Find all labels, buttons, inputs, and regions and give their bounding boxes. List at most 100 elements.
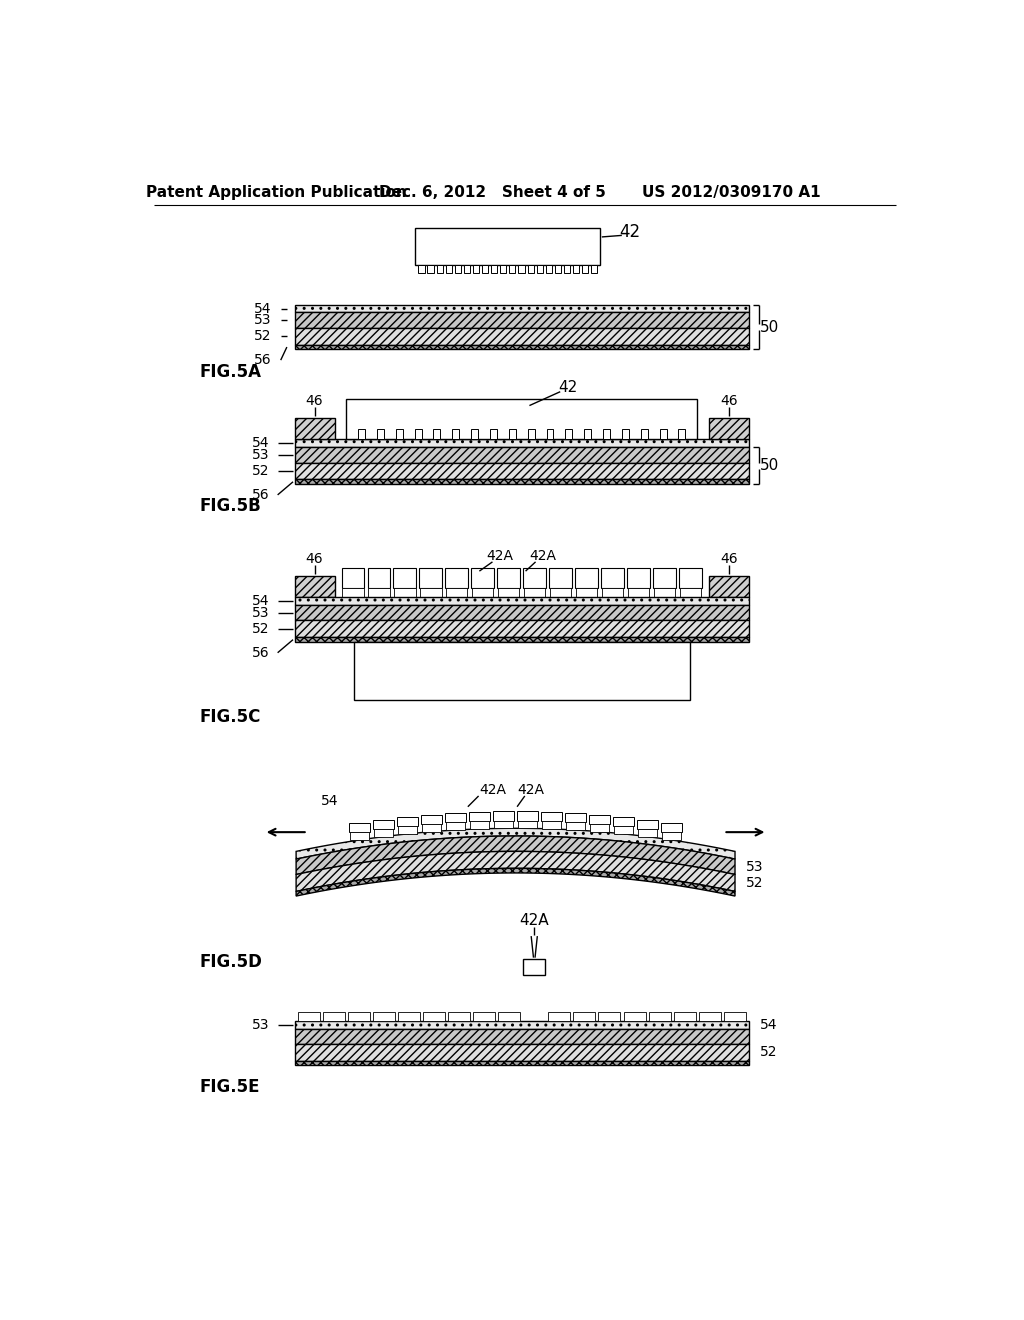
Polygon shape [296, 869, 735, 896]
Text: 53: 53 [745, 859, 763, 874]
Bar [527, 429, 535, 440]
Bar [295, 440, 749, 447]
Bar [295, 1020, 749, 1028]
Text: 52: 52 [253, 622, 270, 636]
Bar [573, 264, 580, 273]
Bar [295, 576, 335, 597]
Bar [660, 822, 682, 832]
Bar [472, 589, 494, 597]
Bar [423, 1011, 445, 1020]
Bar [295, 479, 749, 484]
Bar [523, 568, 546, 589]
Bar [654, 589, 675, 597]
Bar [295, 620, 749, 638]
Text: 56: 56 [252, 488, 270, 502]
Text: 54: 54 [253, 437, 270, 450]
Bar [342, 589, 364, 597]
Bar [395, 429, 402, 440]
Text: Dec. 6, 2012   Sheet 4 of 5: Dec. 6, 2012 Sheet 4 of 5 [379, 185, 606, 199]
Bar [603, 429, 610, 440]
Bar [420, 589, 441, 597]
Bar [295, 327, 749, 345]
Bar [346, 400, 697, 440]
Polygon shape [296, 829, 735, 859]
Text: 53: 53 [253, 1018, 270, 1032]
Text: 46: 46 [720, 393, 737, 408]
Bar [627, 568, 650, 589]
Bar [498, 589, 519, 597]
Bar [397, 817, 418, 826]
Text: 56: 56 [254, 354, 271, 367]
Text: FIG.5C: FIG.5C [200, 708, 261, 726]
Bar [709, 576, 749, 597]
Bar [659, 429, 667, 440]
Bar [648, 1011, 671, 1020]
Text: 54: 54 [760, 1018, 777, 1032]
Bar [565, 813, 586, 822]
Bar [394, 589, 416, 597]
Bar [498, 568, 520, 589]
Bar [662, 832, 681, 840]
Bar [518, 264, 524, 273]
Bar [398, 826, 418, 834]
Bar [523, 960, 545, 974]
Bar [674, 1011, 695, 1020]
Bar [295, 1061, 749, 1065]
Bar [517, 812, 538, 821]
Text: 42A: 42A [486, 549, 514, 562]
Text: 42: 42 [618, 223, 640, 240]
Bar [509, 429, 516, 440]
Text: 52: 52 [760, 1045, 777, 1060]
Bar [473, 264, 479, 273]
Bar [374, 829, 393, 837]
Bar [601, 568, 624, 589]
Bar [295, 638, 749, 642]
Bar [641, 429, 647, 440]
Bar [295, 605, 749, 620]
Text: 52: 52 [254, 329, 271, 343]
Bar [464, 264, 470, 273]
Text: 42A: 42A [479, 783, 506, 797]
Text: FIG.5D: FIG.5D [200, 953, 263, 970]
Text: 46: 46 [306, 552, 324, 566]
Bar [449, 1011, 470, 1020]
Bar [445, 822, 465, 830]
Bar [398, 1011, 420, 1020]
Bar [350, 832, 370, 840]
Bar [582, 264, 588, 273]
Bar [499, 1011, 520, 1020]
Text: FIG.5A: FIG.5A [200, 363, 262, 381]
Bar [323, 1011, 345, 1020]
Bar [679, 568, 701, 589]
Bar [492, 264, 498, 273]
Bar [613, 817, 634, 826]
Text: 52: 52 [253, 465, 270, 478]
Text: 53: 53 [253, 606, 270, 619]
Bar [295, 462, 749, 479]
Bar [624, 1011, 645, 1020]
Bar [349, 822, 370, 832]
Bar [622, 429, 629, 440]
Bar [415, 429, 422, 440]
Bar [547, 429, 553, 440]
Bar [445, 568, 468, 589]
Bar [295, 305, 749, 313]
Bar [473, 1011, 496, 1020]
Bar [427, 264, 433, 273]
Bar [436, 264, 442, 273]
Bar [537, 264, 543, 273]
Bar [591, 264, 597, 273]
Text: 50: 50 [760, 319, 779, 334]
Bar [358, 429, 365, 440]
Bar [455, 264, 461, 273]
Polygon shape [296, 851, 735, 891]
Bar [698, 1011, 721, 1020]
Text: 46: 46 [306, 393, 324, 408]
Bar [566, 822, 585, 830]
Bar [527, 264, 534, 273]
Bar [433, 429, 440, 440]
Bar [295, 418, 335, 440]
Bar [637, 820, 657, 829]
Text: 42: 42 [558, 380, 578, 395]
Bar [445, 813, 466, 822]
